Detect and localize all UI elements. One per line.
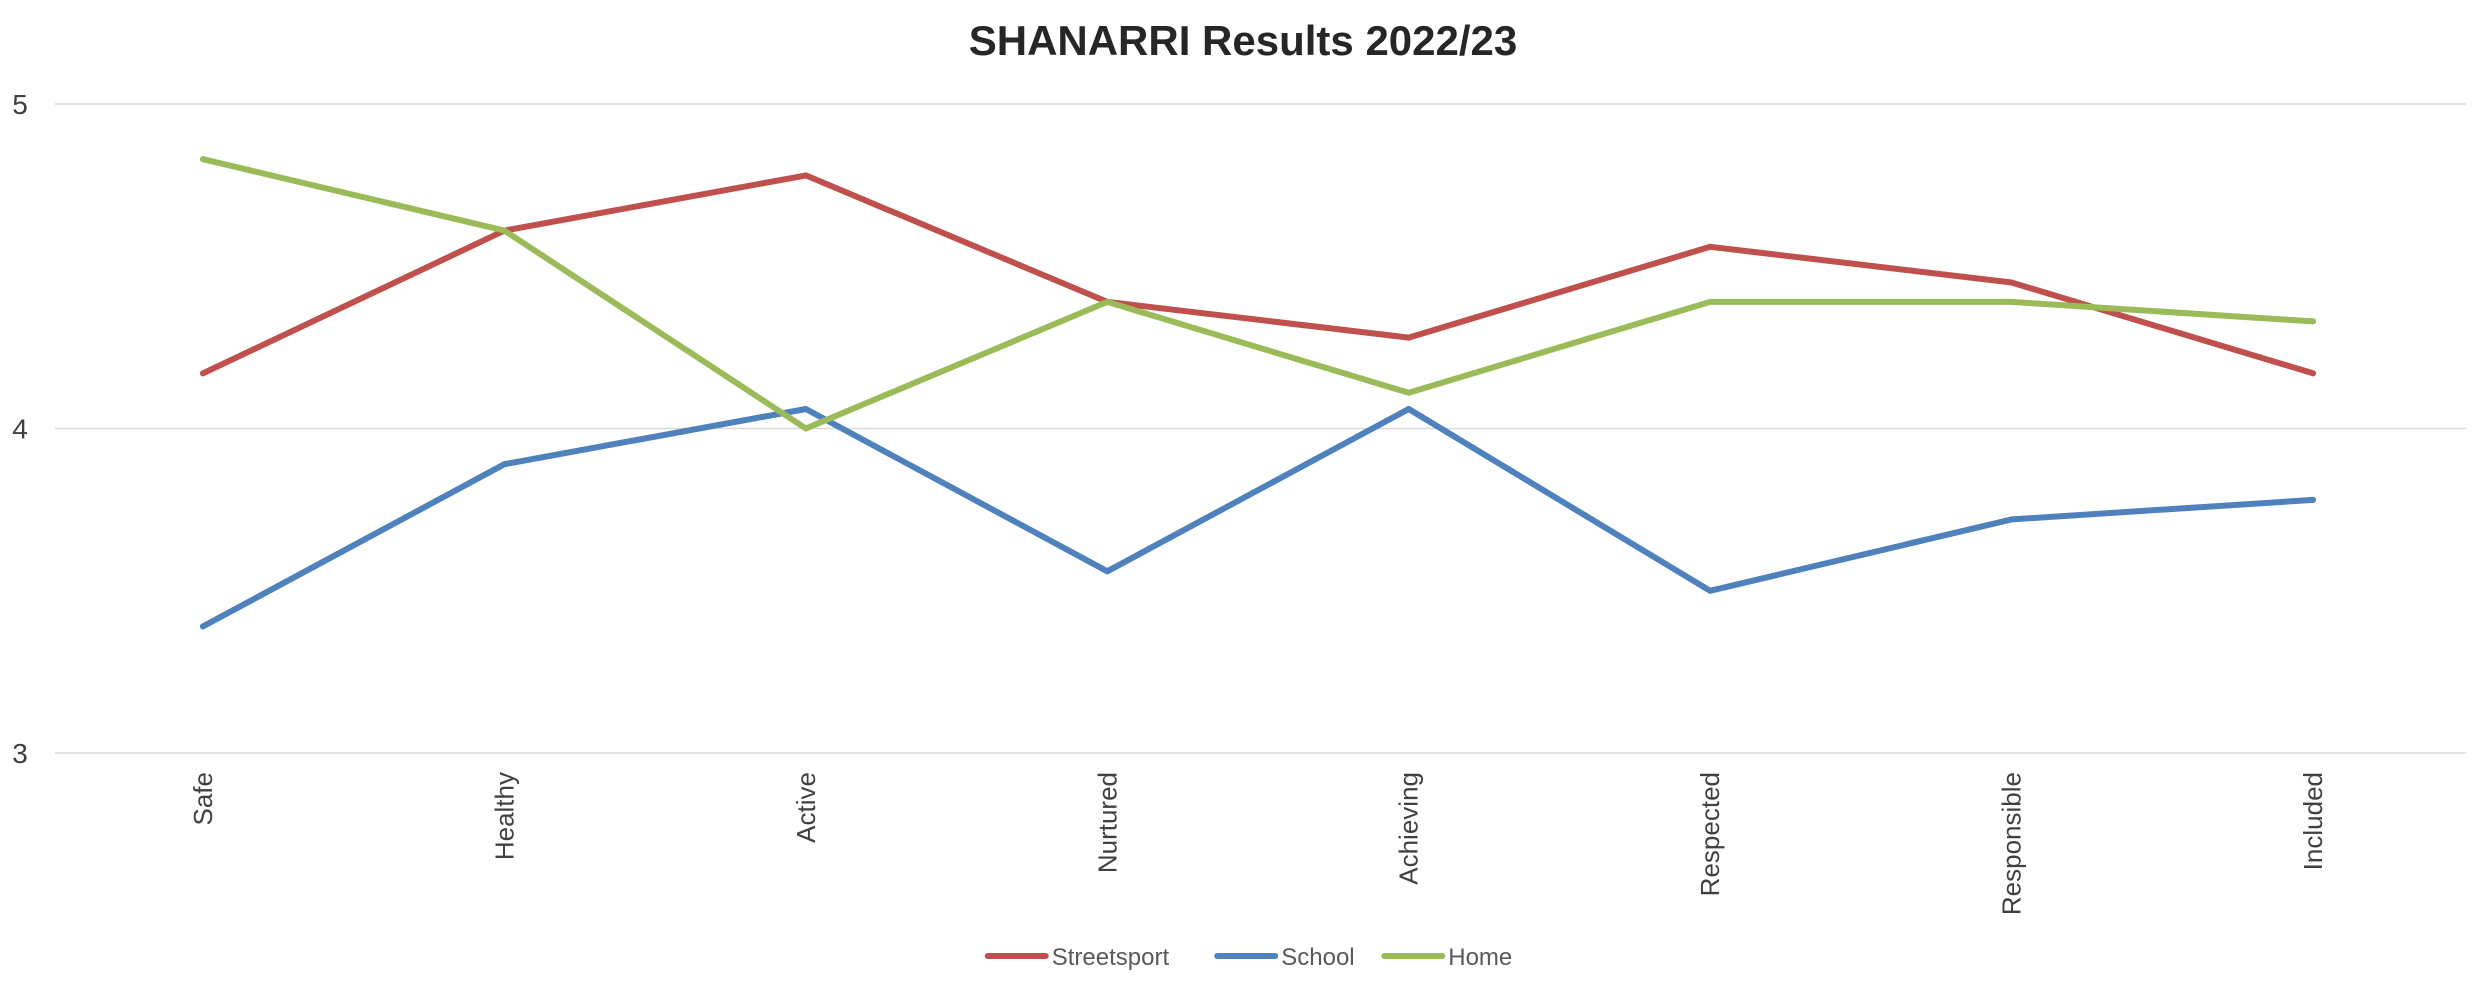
- data-point: [802, 172, 809, 179]
- gridlines: [55, 103, 2466, 754]
- data-point: [1104, 568, 1111, 575]
- x-tick-label: Included: [2298, 772, 2328, 870]
- x-axis-ticks: Safe Healthy Active Nurtured Achieving Respec…: [188, 772, 2328, 915]
- data-point: [802, 425, 809, 432]
- data-point: [2008, 298, 2015, 305]
- data-point: [1405, 389, 1412, 396]
- x-tick-label: Respected: [1695, 772, 1725, 896]
- data-point: [1405, 406, 1412, 413]
- series-line-streetsport: [200, 172, 2316, 377]
- legend-item-streetsport: Streetsport: [984, 944, 1170, 971]
- series-line-school: [200, 406, 2316, 630]
- data-point: [2008, 516, 2015, 523]
- data-point: [501, 227, 508, 234]
- x-tick-label: Active: [791, 772, 821, 843]
- legend-label: Home: [1448, 944, 1512, 971]
- data-point: [802, 406, 809, 413]
- y-tick-label: 3: [12, 738, 28, 769]
- data-point: [2310, 318, 2316, 325]
- data-point: [1707, 587, 1714, 594]
- data-point: [200, 370, 206, 377]
- chart-title: SHANARRI Results 2022/23: [969, 17, 1518, 64]
- data-point: [200, 156, 206, 163]
- data-point: [2008, 279, 2015, 286]
- x-tick-label: Achieving: [1394, 772, 1424, 885]
- y-axis-ticks: 3 4 5: [12, 89, 28, 769]
- data-point: [2310, 370, 2316, 377]
- x-tick-label: Safe: [188, 772, 218, 826]
- x-tick-label: Healthy: [489, 772, 519, 860]
- y-tick-label: 5: [12, 89, 28, 120]
- data-point: [1405, 334, 1412, 341]
- series-lines: [200, 156, 2316, 630]
- legend: Streetsport School Home: [984, 944, 1512, 971]
- data-point: [200, 623, 206, 630]
- x-tick-label: Responsible: [1997, 772, 2027, 915]
- legend-item-school: School: [1214, 944, 1355, 971]
- x-tick-label: Nurtured: [1092, 772, 1122, 873]
- data-point: [1707, 298, 1714, 305]
- legend-label: School: [1281, 944, 1354, 971]
- series-line-home: [200, 156, 2316, 432]
- data-point: [1707, 243, 1714, 250]
- data-point: [1104, 298, 1111, 305]
- legend-label: Streetsport: [1052, 944, 1170, 971]
- data-point: [2310, 496, 2316, 503]
- legend-item-home: Home: [1381, 944, 1512, 971]
- data-point: [501, 461, 508, 468]
- y-tick-label: 4: [12, 414, 28, 445]
